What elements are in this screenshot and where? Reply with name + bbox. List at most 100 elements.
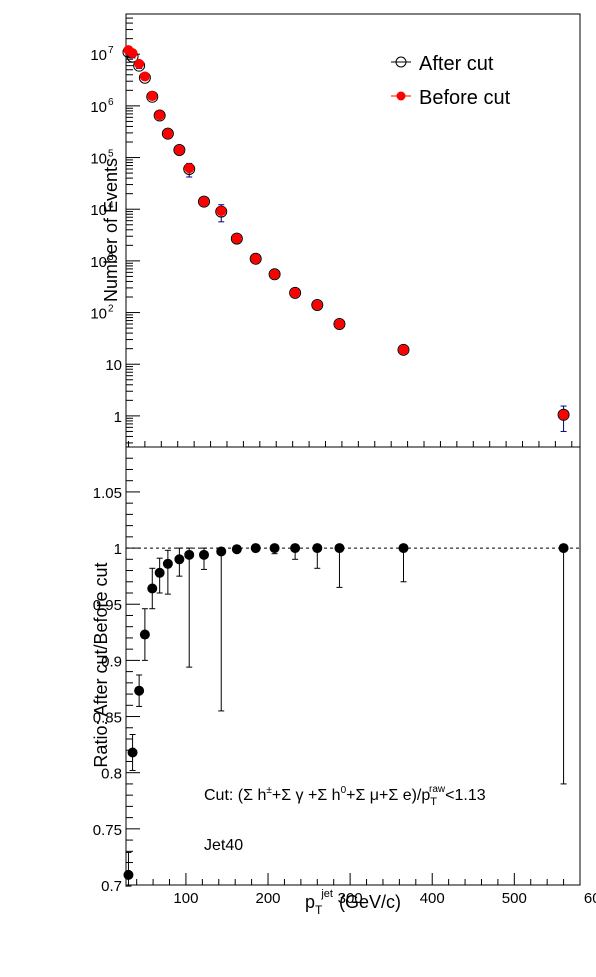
after-cut-point	[197, 195, 210, 208]
before-cut-point	[216, 206, 227, 217]
bottom-x-tick-label: 200	[256, 890, 281, 907]
ratio-point	[216, 546, 227, 557]
after-cut-point	[173, 143, 186, 156]
before-cut-point	[558, 409, 569, 420]
bottom-x-tick-label: 600	[584, 890, 596, 907]
legend-entry-before-cut: Before cut	[391, 87, 511, 109]
legend-after-cut-label: After cut	[419, 53, 494, 75]
top-y-tick-exponent: 3	[108, 252, 114, 263]
ratio-point	[174, 554, 185, 565]
bottom-y-tick-label: 1	[114, 541, 122, 558]
before-cut-point	[147, 91, 158, 102]
after-cut-point	[289, 286, 302, 299]
top-y-tick-label: 10	[90, 47, 107, 64]
bottom-x-tick-label: 300	[338, 890, 363, 907]
ratio-point	[198, 549, 209, 560]
top-y-tick-exponent: 2	[108, 304, 114, 315]
top-y-tick-label: 10	[90, 99, 107, 116]
ratio-point	[558, 543, 569, 554]
before-cut-point	[290, 287, 301, 298]
before-cut-point	[184, 163, 195, 174]
ratio-point	[139, 629, 150, 640]
x-axis-label: pTjet (GeV/c)	[305, 888, 401, 917]
bottom-y-tick-label: 0.95	[93, 597, 122, 614]
top-plot-frame	[125, 13, 581, 448]
legend-before-cut-label: Before cut	[419, 87, 511, 109]
ratio-point	[334, 543, 345, 554]
ratio-point	[127, 747, 138, 758]
after-cut-point	[268, 268, 281, 281]
top-y-tick-label: 10	[90, 151, 107, 168]
top-y-tick-label: 10	[90, 202, 107, 219]
ratio-point	[290, 543, 301, 554]
legend-before-cut-marker	[396, 91, 406, 101]
top-y-tick-exponent: 6	[108, 97, 114, 108]
before-cut-point	[231, 233, 242, 244]
legend: After cut Before cut	[391, 53, 511, 109]
after-cut-point	[153, 109, 166, 122]
top-data-points	[122, 45, 570, 432]
top-x-axis-ticks	[127, 441, 573, 447]
bottom-y-axis-label: Ratio: After cut/Before cut	[91, 562, 111, 767]
after-cut-point	[311, 299, 324, 312]
after-cut-point	[249, 252, 262, 265]
bottom-x-tick-label: 500	[502, 890, 527, 907]
after-cut-point	[161, 127, 174, 140]
trigger-annotation: Jet40	[204, 837, 243, 854]
top-y-tick-label: 1	[114, 409, 122, 426]
bottom-y-tick-label: 0.85	[93, 710, 122, 727]
before-cut-point	[269, 269, 280, 280]
bottom-y-tick-label: 0.7	[101, 878, 122, 895]
ratio-point	[184, 549, 195, 560]
ratio-point	[250, 543, 261, 554]
after-cut-point	[333, 318, 346, 331]
top-y-tick-exponent: 7	[108, 45, 114, 56]
after-cut-point	[397, 343, 410, 356]
before-cut-point	[398, 344, 409, 355]
legend-entry-after-cut: After cut	[391, 53, 494, 75]
before-cut-point	[198, 196, 209, 207]
before-cut-point	[139, 71, 150, 82]
before-cut-point	[250, 253, 261, 264]
bottom-x-tick-label: 100	[173, 890, 198, 907]
bottom-panel: 0.7 0.75 0.8 0.85 0.9 0.95 1 1.05 100 200 300 400 5…	[91, 446, 596, 917]
ratio-point	[231, 544, 242, 555]
ratio-point	[147, 583, 158, 594]
before-cut-point	[127, 48, 138, 59]
before-cut-point	[312, 300, 323, 311]
bottom-data-points	[123, 543, 569, 887]
bottom-y-tick-label: 0.8	[101, 766, 122, 783]
after-cut-point	[557, 408, 570, 421]
before-cut-point	[154, 110, 165, 121]
ratio-point	[134, 685, 145, 696]
before-cut-point	[134, 58, 145, 69]
ratio-point	[398, 543, 409, 554]
top-y-tick-label: 10	[90, 306, 107, 323]
bottom-x-axis: 100 200 300 400 500 600	[136, 873, 596, 907]
before-cut-point	[174, 144, 185, 155]
ratio-point	[269, 543, 280, 554]
bottom-y-tick-label: 0.75	[93, 822, 122, 839]
before-cut-point	[334, 319, 345, 330]
bottom-y-tick-label: 0.9	[101, 653, 122, 670]
cut-annotation: Cut: (Σ h±+Σ γ +Σ h0+Σ μ+Σ e)/pTraw<1.13	[204, 784, 486, 808]
after-cut-point	[215, 205, 228, 218]
bottom-x-tick-label: 400	[420, 890, 445, 907]
top-y-tick-exponent: 5	[108, 149, 114, 160]
ratio-point	[154, 567, 165, 578]
bottom-y-axis: 0.7 0.75 0.8 0.85 0.9 0.95 1 1.05	[93, 457, 140, 895]
ratio-point	[123, 869, 134, 880]
before-cut-point	[162, 128, 173, 139]
bottom-y-tick-label: 1.05	[93, 485, 122, 502]
top-y-axis-label: Number of Events	[101, 158, 121, 302]
top-y-tick-label: 10	[90, 254, 107, 271]
legend-after-cut-marker	[395, 56, 407, 68]
after-cut-point	[230, 232, 243, 245]
ratio-point	[162, 558, 173, 569]
bottom-plot-frame	[125, 446, 581, 886]
ratio-point	[312, 543, 323, 554]
